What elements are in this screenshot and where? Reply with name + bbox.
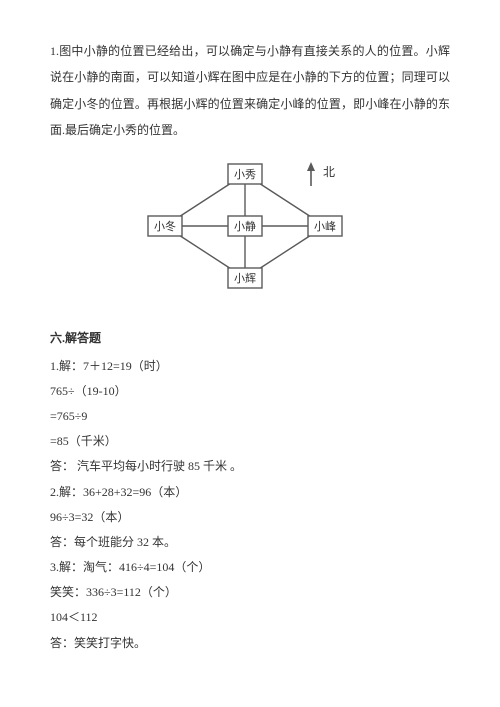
answer-line: 104＜112 — [50, 605, 450, 630]
svg-text:小峰: 小峰 — [314, 219, 336, 232]
answer-line: 765÷（19-10） — [50, 379, 450, 404]
svg-text:北: 北 — [323, 165, 335, 179]
svg-text:小辉: 小辉 — [234, 271, 256, 284]
problem-1-text: 1.图中小静的位置已经给出，可以确定与小静有直接关系的人的位置。小辉说在小静的南… — [50, 38, 450, 144]
answer-line: 答：每个班能分 32 本。 — [50, 530, 450, 555]
svg-text:小静: 小静 — [234, 218, 256, 232]
answer-line: 答： 汽车平均每小时行驶 85 千米 。 — [50, 454, 450, 479]
answer-line: =85（千米） — [50, 429, 450, 454]
answer-line: 2.解：36+28+32=96（本） — [50, 480, 450, 505]
position-diagram: 小秀小冬 小静 小峰小辉 北 — [135, 156, 365, 306]
answer-line: 1.解：7＋12=19（时） — [50, 354, 450, 379]
answer-line: 96÷3=32（本） — [50, 505, 450, 530]
answer-line: =765÷9 — [50, 404, 450, 429]
svg-text:小冬: 小冬 — [154, 218, 176, 232]
svg-text:小秀: 小秀 — [234, 167, 256, 180]
answer-line: 答：笑笑打字快。 — [50, 631, 450, 656]
diagram-container: 小秀小冬 小静 小峰小辉 北 — [50, 156, 450, 311]
answer-line: 笑笑：336÷3=112（个） — [50, 580, 450, 605]
section-6-title: 六.解答题 — [50, 329, 450, 346]
answer-line: 3.解：淘气：416÷4=104（个） — [50, 555, 450, 580]
section-6-lines: 1.解：7＋12=19（时）765÷（19-10）=765÷9=85（千米）答：… — [50, 354, 450, 656]
